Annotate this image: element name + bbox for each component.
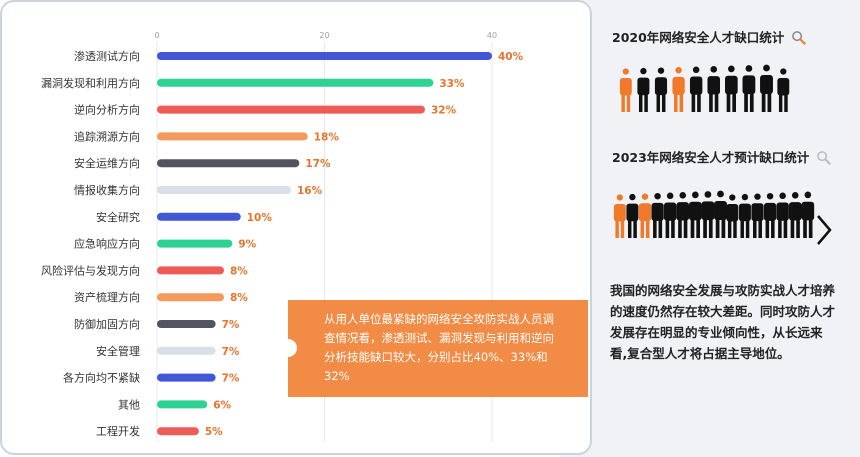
person-icon bbox=[801, 191, 815, 238]
x-tick-label: 40 bbox=[487, 31, 497, 40]
value-label: 40% bbox=[498, 51, 524, 63]
person-icon bbox=[738, 193, 751, 238]
person-icon bbox=[654, 67, 668, 112]
person-icon bbox=[701, 191, 715, 238]
person-icon bbox=[637, 67, 650, 112]
bar bbox=[157, 159, 300, 168]
bar bbox=[157, 186, 291, 194]
value-label: 18% bbox=[314, 131, 340, 143]
value-label: 9% bbox=[238, 239, 256, 251]
bar bbox=[157, 427, 199, 436]
bar bbox=[157, 212, 241, 221]
bar bbox=[157, 346, 216, 355]
title-2023: 2023年网络安全人才预计缺口统计 bbox=[612, 147, 831, 166]
bar bbox=[157, 373, 216, 382]
summary-note: 我国的网络安全发展与攻防实战人才培养的速度仍然存在较大差距。同时攻防人才发展存在… bbox=[610, 283, 836, 361]
chevron-right-icon[interactable] bbox=[814, 212, 834, 248]
value-label: 7% bbox=[222, 319, 240, 331]
bar bbox=[157, 78, 434, 87]
category-label: 各方向均不紧缺 bbox=[63, 371, 140, 385]
right-panel: 2020年网络安全人才缺口统计 2023年网络安全人才预计缺口统计 bbox=[560, 0, 860, 457]
bar bbox=[157, 266, 224, 275]
category-label: 防御加固方向 bbox=[74, 317, 140, 331]
category-label: 逆向分析方向 bbox=[74, 103, 140, 117]
value-label: 7% bbox=[222, 346, 240, 358]
value-label: 17% bbox=[305, 158, 331, 170]
bar bbox=[157, 105, 425, 114]
person-icon bbox=[619, 68, 632, 112]
person-icon bbox=[760, 64, 773, 112]
value-label: 7% bbox=[222, 373, 240, 385]
category-label: 追踪溯源方向 bbox=[74, 129, 140, 143]
x-tick-label: 0 bbox=[154, 31, 159, 40]
person-icon bbox=[707, 66, 721, 112]
category-label: 风险评估与发现方向 bbox=[41, 263, 140, 277]
bar-chart: 0 20 40 渗透测试方向 40% 漏洞发现和利用方向 33% 逆向分析方向 32% 追踪溯源方… bbox=[41, 31, 524, 442]
person-icon bbox=[763, 192, 777, 238]
title-2023-text: 2023年网络安全人才预计缺口统计 bbox=[612, 150, 810, 165]
person-icon bbox=[776, 192, 789, 238]
person-icon bbox=[613, 194, 626, 238]
bar bbox=[157, 320, 216, 328]
value-label: 16% bbox=[297, 185, 323, 197]
bar bbox=[157, 52, 492, 60]
person-icon bbox=[688, 191, 702, 238]
category-label: 安全研究 bbox=[96, 210, 140, 224]
magnifier-icon bbox=[816, 151, 831, 165]
category-label: 安全管理 bbox=[96, 344, 140, 358]
x-tick-label: 20 bbox=[319, 31, 329, 40]
person-icon bbox=[676, 192, 690, 238]
callout-notch bbox=[279, 339, 297, 357]
category-label: 应急响应方向 bbox=[74, 237, 140, 251]
value-label: 33% bbox=[439, 78, 465, 90]
category-label: 情报收集方向 bbox=[74, 183, 140, 197]
person-icon bbox=[689, 66, 703, 112]
callout-box: 从用人单位最紧缺的网络安全攻防实战人员调查情况看，渗透测试、漏洞发现与利用和逆向… bbox=[279, 300, 588, 397]
category-label: 漏洞发现和利用方向 bbox=[41, 76, 140, 90]
person-icon bbox=[672, 66, 685, 112]
person-icon bbox=[663, 192, 677, 238]
callout-text: 从用人单位最紧缺的网络安全攻防实战人员调查情况看，渗透测试、漏洞发现与利用和逆向… bbox=[324, 312, 554, 383]
person-icon bbox=[726, 194, 739, 238]
person-icon bbox=[714, 190, 727, 238]
person-icon bbox=[777, 68, 790, 112]
people-group bbox=[613, 190, 815, 238]
category-label: 工程开发 bbox=[96, 424, 140, 438]
people-group bbox=[619, 64, 790, 112]
value-label: 32% bbox=[431, 105, 457, 117]
category-label: 渗透测试方向 bbox=[74, 49, 140, 63]
category-label: 安全运维方向 bbox=[74, 156, 140, 170]
category-label: 其他 bbox=[118, 398, 140, 411]
bar bbox=[157, 239, 233, 248]
person-icon bbox=[742, 65, 756, 112]
bar bbox=[157, 400, 208, 409]
category-label: 资产梳理方向 bbox=[74, 290, 140, 304]
person-icon bbox=[724, 65, 738, 112]
person-icon bbox=[638, 193, 652, 238]
magnifier-icon bbox=[791, 31, 806, 45]
person-icon bbox=[651, 192, 664, 238]
bar bbox=[157, 132, 308, 141]
value-label: 8% bbox=[230, 292, 248, 304]
person-icon bbox=[626, 193, 639, 238]
value-label: 10% bbox=[247, 212, 273, 224]
title-2020: 2020年网络安全人才缺口统计 bbox=[612, 27, 806, 46]
person-icon bbox=[751, 193, 764, 238]
value-label: 6% bbox=[213, 399, 231, 411]
title-2020-text: 2020年网络安全人才缺口统计 bbox=[612, 30, 785, 45]
crowd-2023 bbox=[612, 188, 817, 242]
value-label: 8% bbox=[230, 265, 248, 277]
person-icon bbox=[788, 192, 802, 238]
crowd-2020 bbox=[618, 62, 793, 116]
value-label: 5% bbox=[205, 426, 223, 438]
bar bbox=[157, 293, 224, 302]
